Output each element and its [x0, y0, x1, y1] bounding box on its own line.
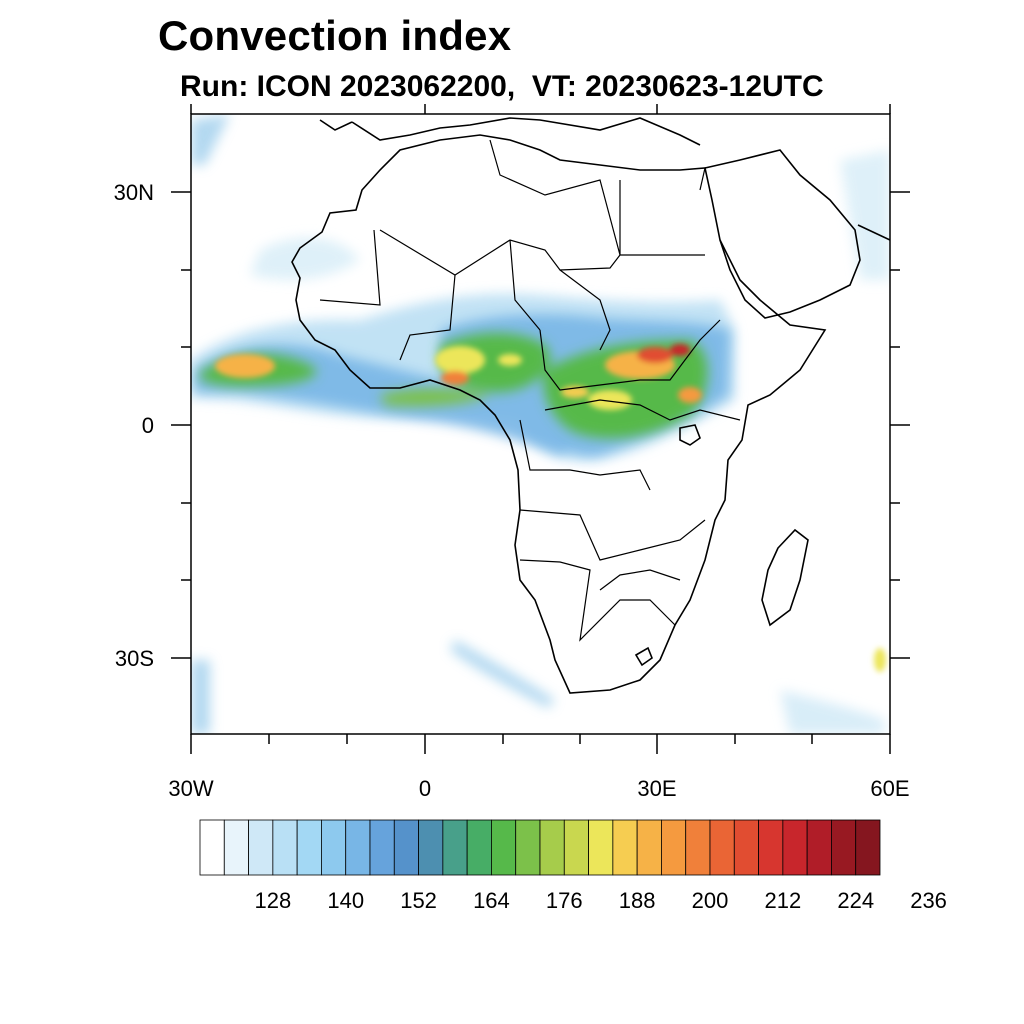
colorbar-swatch: [466, 819, 492, 876]
arabia-coast: [704, 149, 861, 319]
colorbar: [199, 819, 881, 876]
lake-victoria: [679, 424, 701, 446]
colorbar-swatch: [636, 819, 662, 876]
colorbar-swatch: [248, 819, 274, 876]
field-east-arabia: [840, 150, 890, 280]
country-borders: [319, 139, 741, 642]
colorbar-label: 212: [764, 888, 802, 913]
gulf-shore: [857, 224, 890, 241]
africa-coastline: [291, 134, 827, 694]
colorbar-swatch: [733, 819, 759, 876]
field-nw-edge: [191, 114, 230, 165]
colorbar-swatch: [442, 819, 468, 876]
colorbar-swatch: [296, 819, 322, 876]
colorbar-label: 128: [254, 888, 292, 913]
colorbar-swatch: [685, 819, 711, 876]
colorbar-label: 224: [837, 888, 875, 913]
colorbar-swatch: [758, 819, 784, 876]
colorbar-swatch: [855, 819, 881, 876]
europe-coast: [351, 117, 701, 146]
lon-label-0: 0: [418, 776, 432, 801]
field-north-band: [250, 237, 360, 280]
lon-label-30w: 30W: [168, 776, 214, 801]
colorbar-swatch: [806, 819, 832, 876]
field-se-patch: [780, 690, 885, 734]
axis-ticks: [171, 104, 910, 754]
colorbar-swatch: [321, 819, 347, 876]
map-title: Convection index: [158, 12, 512, 59]
iberia-corner: [319, 119, 353, 131]
colorbar-label: 164: [473, 888, 510, 913]
colorbar-swatch: [661, 819, 687, 876]
map-subtitle: Run: ICON 2023062200, VT: 20230623-12UTC: [180, 70, 824, 103]
colorbar-label: 176: [545, 888, 583, 913]
colorbar-label: 152: [400, 888, 437, 913]
field-west-edge: [191, 660, 210, 734]
colorbar-swatch: [491, 819, 517, 876]
colorbar-label: 140: [327, 888, 365, 913]
colorbar-swatch: [831, 819, 857, 876]
lon-label-60e: 60E: [870, 776, 910, 801]
colorbar-swatch: [709, 819, 735, 876]
colorbar-swatch: [782, 819, 808, 876]
colorbar-swatch: [539, 819, 565, 876]
lat-label-30s: 30S: [114, 646, 154, 671]
colorbar-label: 200: [691, 888, 729, 913]
colorbar-swatch: [515, 819, 541, 876]
colorbar-label: 188: [618, 888, 656, 913]
lat-label-0: 0: [141, 413, 154, 438]
map-frame: [190, 113, 891, 735]
lat-label-30n: 30N: [113, 180, 154, 205]
coastlines: [291, 117, 890, 694]
colorbar-swatch: [223, 819, 249, 876]
lon-label-30e: 30E: [637, 776, 677, 801]
colorbar-swatch: [272, 819, 298, 876]
colorbar-label: 236: [910, 888, 947, 913]
colorbar-swatch: [588, 819, 614, 876]
lesotho: [634, 646, 653, 667]
madagascar: [761, 528, 809, 627]
colorbar-swatch: [418, 819, 444, 876]
colorbar-swatch: [345, 819, 371, 876]
convection-field: [191, 114, 890, 734]
colorbar-swatch: [612, 819, 638, 876]
field-sw-streak: [450, 640, 555, 708]
colorbar-swatch: [199, 819, 225, 876]
colorbar-swatch: [369, 819, 395, 876]
colorbar-swatch: [563, 819, 589, 876]
colorbar-swatch: [393, 819, 419, 876]
